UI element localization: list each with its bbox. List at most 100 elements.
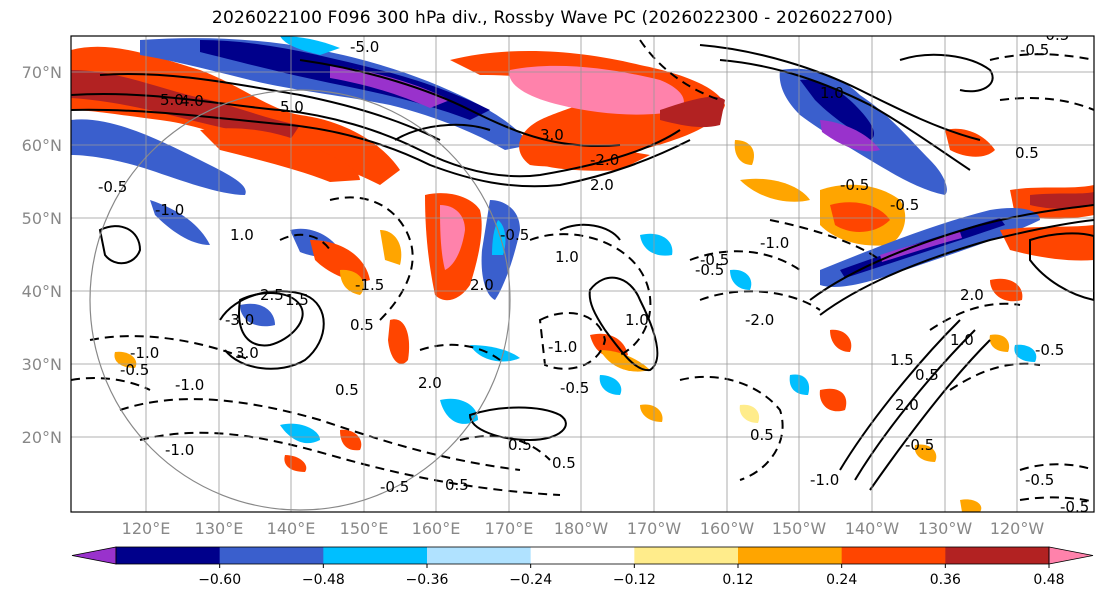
contour-label: 0.5 (335, 381, 359, 399)
contour-label: -0.5 (905, 436, 934, 454)
longitude-labels: 120°E 130°E 140°E 150°E 160°E 170°E 180°… (122, 519, 1045, 538)
contour-label: -2.0 (590, 151, 619, 169)
gridlines (71, 36, 1094, 512)
colorbar-tick-label: 0.36 (930, 572, 961, 588)
colorbar-segment (219, 547, 324, 564)
colorbar-tick-label: −0.12 (613, 572, 656, 588)
contour-label: -0.5 (98, 178, 127, 196)
colorbar-tick-label: −0.60 (198, 572, 241, 588)
contour-label: -0.5 (1025, 471, 1054, 489)
contour-label: 1.0 (555, 248, 579, 266)
contour-label: 0.5 (552, 454, 576, 472)
contour-label: -0.5 (1060, 498, 1089, 516)
contour-lines (71, 44, 1094, 491)
contour-label: 1.0 (230, 226, 254, 244)
colorbar-tick-label: −0.36 (406, 572, 449, 588)
divergence-shading (71, 36, 1094, 512)
lon-label: 180°W (554, 519, 609, 538)
contour-label: 1.0 (950, 331, 974, 349)
contour-label: -1.0 (175, 376, 204, 394)
contour-label: 2.5 (260, 286, 284, 304)
map-frame (70, 35, 1095, 513)
colorbar-tick-label: 0.48 (1033, 572, 1064, 588)
colorbar-segment (116, 547, 221, 564)
lat-label: 50°N (22, 209, 62, 228)
contour-label: 0.5 (508, 436, 532, 454)
contour-label: 5.0 (280, 98, 304, 116)
contour-label: -0.5 (700, 251, 729, 269)
colorbar: −0.60 −0.48 −0.36 −0.24 −0.12 0.12 0.24 0.36 0.4… (71, 546, 1094, 588)
contour-label: 5.0 (160, 91, 184, 109)
contour-label: -3.0 (225, 311, 254, 329)
contour-label: 1.5 (890, 351, 914, 369)
contour-label: 1.0 (820, 84, 844, 102)
contour-label: 3.0 (235, 344, 259, 362)
lon-label: 120°E (122, 519, 171, 538)
contour-label: -0.5 (1040, 26, 1069, 44)
contour-label: 0.5 (445, 476, 469, 494)
contour-label: 1.5 (285, 291, 309, 309)
colorbar-segment (738, 547, 843, 564)
contour-label: -2.0 (745, 311, 774, 329)
contour-label: 2.0 (895, 396, 919, 414)
contour-label: -0.5 (1035, 341, 1064, 359)
contour-label: -0.5 (380, 478, 409, 496)
contour-label: -0.5 (890, 196, 919, 214)
lon-label: 130°W (918, 519, 973, 538)
contour-label: -1.0 (760, 234, 789, 252)
contour-label: -0.5 (1020, 41, 1049, 59)
contour-label: -0.5 (500, 226, 529, 244)
contour-label: -1.5 (355, 276, 384, 294)
contour-label: 2.0 (418, 374, 442, 392)
lon-label: 140°W (845, 519, 900, 538)
latitude-labels: 70°N 60°N 50°N 40°N 30°N 20°N (22, 63, 62, 447)
lon-label: 150°E (340, 519, 389, 538)
colorbar-tick-label: −0.48 (302, 572, 345, 588)
colorbar-tick-label: 0.12 (722, 572, 753, 588)
contour-label: -1.0 (155, 201, 184, 219)
lon-label: 120°W (990, 519, 1045, 538)
colorbar-tick-label: −0.24 (509, 572, 552, 588)
contour-label: -0.5 (695, 261, 724, 279)
contour-label: -1.0 (165, 441, 194, 459)
colorbar-segment (427, 547, 532, 564)
map-title: 2026022100 F096 300 hPa div., Rossby Wav… (211, 8, 894, 28)
guide-circle (89, 89, 511, 511)
contour-label: 1.0 (625, 311, 649, 329)
lat-label: 70°N (22, 63, 62, 82)
lon-label: 170°E (485, 519, 534, 538)
contour-label: 0.5 (915, 366, 939, 384)
contour-label: 0.5 (750, 426, 774, 444)
contour-label: -5.0 (350, 38, 379, 56)
contour-label: 0.5 (350, 316, 374, 334)
lon-label: 160°W (700, 519, 755, 538)
lat-label: 30°N (22, 355, 62, 374)
contour-label: -0.5 (840, 176, 869, 194)
contour-label: 3.0 (540, 126, 564, 144)
lon-label: 130°E (195, 519, 244, 538)
colorbar-segment (841, 547, 946, 564)
colorbar-segment (530, 547, 635, 564)
lon-label: 170°W (627, 519, 682, 538)
contour-label: -1.0 (548, 338, 577, 356)
colorbar-tick-label: 0.24 (826, 572, 857, 588)
colorbar-frame (115, 546, 1050, 565)
lat-label: 60°N (22, 136, 62, 155)
colorbar-segment (634, 547, 739, 564)
lat-label: 20°N (22, 428, 62, 447)
colorbar-segment (323, 547, 428, 564)
lon-label: 150°W (772, 519, 827, 538)
lat-label: 40°N (22, 282, 62, 301)
colorbar-extend-max (1048, 546, 1094, 565)
lon-label: 140°E (267, 519, 316, 538)
contour-label: 2.0 (590, 176, 614, 194)
contour-label: 2.0 (470, 276, 494, 294)
contour-lines-dashed (71, 39, 1094, 503)
contour-label: 0.5 (1015, 144, 1039, 162)
contour-label: 4.0 (180, 92, 204, 110)
contour-label: 2.0 (960, 286, 984, 304)
colorbar-extend-min (71, 546, 117, 565)
lon-label: 160°E (412, 519, 461, 538)
contour-labels: 5.0 -5.0 4.0 5.0 3.0 2.0 -2.0 1.0 -1.0 -… (98, 26, 1089, 516)
